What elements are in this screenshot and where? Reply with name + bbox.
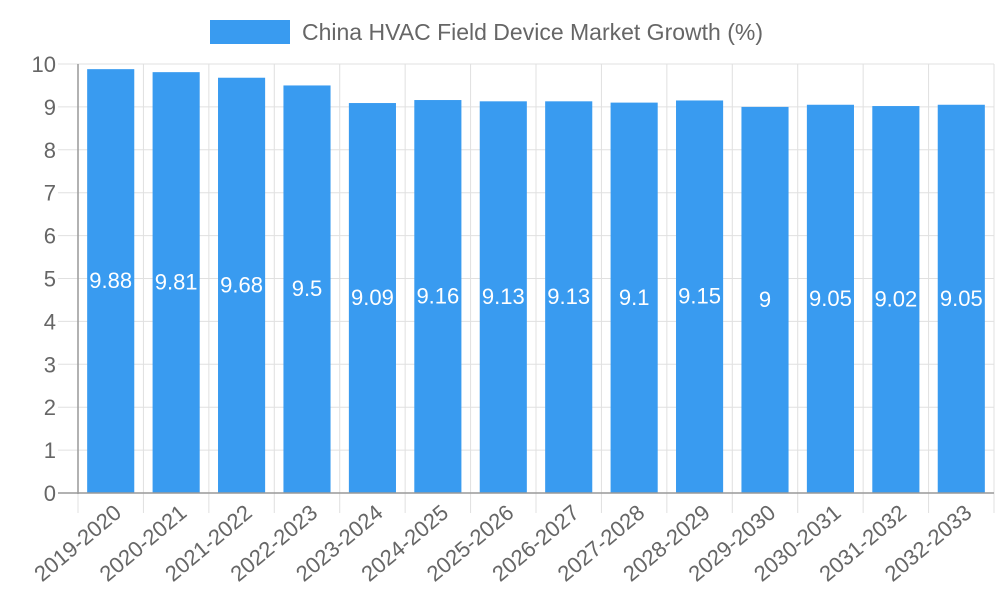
bars	[87, 69, 985, 494]
y-tick-label: 9	[44, 95, 56, 120]
bar-value-label: 9.88	[89, 268, 132, 293]
y-tick-label: 3	[44, 352, 56, 377]
bar-value-label: 9	[759, 287, 771, 312]
y-tick-label: 7	[44, 181, 56, 206]
bar-value-label: 9.05	[940, 286, 983, 311]
bar[interactable]	[676, 100, 724, 493]
bar[interactable]	[806, 104, 854, 493]
x-axis-ticks: 2019-20202020-20212021-20222022-20232023…	[29, 500, 976, 587]
bar[interactable]	[283, 85, 331, 493]
bar-value-label: 9.16	[416, 284, 459, 309]
y-axis-ticks: 0 1 2 3 4 5 6 7 8 9 10	[32, 52, 56, 506]
bar[interactable]	[872, 106, 920, 494]
bar[interactable]	[218, 77, 266, 493]
y-tick-label: 8	[44, 138, 56, 163]
axes	[58, 64, 994, 494]
bar[interactable]	[152, 72, 200, 493]
bar-value-label: 9.02	[874, 287, 917, 312]
bar[interactable]	[545, 101, 593, 493]
legend-label: China HVAC Field Device Market Growth (%…	[302, 18, 763, 45]
bar[interactable]	[741, 106, 789, 494]
y-tick-label: 1	[44, 438, 56, 463]
bar-value-label: 9.05	[809, 286, 852, 311]
bar[interactable]	[937, 104, 985, 493]
bar[interactable]	[610, 102, 658, 494]
bar-value-label: 9.09	[351, 285, 394, 310]
y-tick-label: 5	[44, 267, 56, 292]
bar[interactable]	[479, 101, 527, 493]
bar-value-label: 9.68	[220, 272, 263, 297]
legend-swatch	[210, 20, 290, 44]
bar-value-label: 9.1	[619, 285, 650, 310]
bar[interactable]	[87, 69, 135, 493]
data-labels: 9.88 9.81 9.68 9.5 9.09 9.16 9.13 9.13 9.1 9.15 9 9…	[89, 268, 982, 312]
y-tick-label: 0	[44, 481, 56, 506]
bar-value-label: 9.13	[482, 284, 525, 309]
chart-legend[interactable]: China HVAC Field Device Market Growth (%…	[210, 19, 763, 45]
y-tick-label: 6	[44, 224, 56, 249]
bar-value-label: 9.13	[547, 284, 590, 309]
bar[interactable]	[348, 103, 396, 493]
y-tick-label: 10	[32, 52, 56, 77]
bar-value-label: 9.81	[155, 270, 198, 295]
y-tick-label: 4	[44, 309, 56, 334]
y-tick-label: 2	[44, 395, 56, 420]
bar[interactable]	[414, 100, 462, 493]
bar-value-label: 9.15	[678, 284, 721, 309]
bar-value-label: 9.5	[292, 276, 323, 301]
